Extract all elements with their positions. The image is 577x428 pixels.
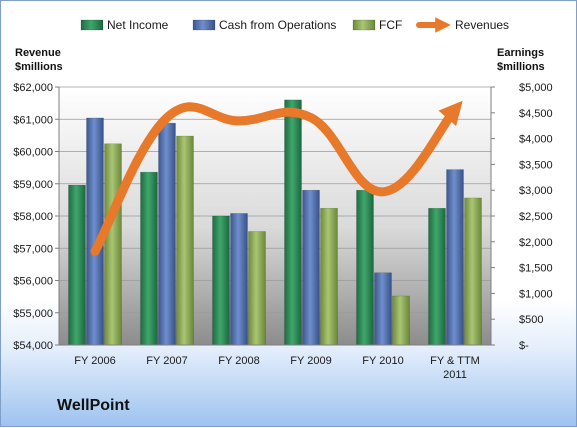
x-tick-label: FY 2008 bbox=[218, 355, 259, 367]
legend-label-cash-from-operations: Cash from Operations bbox=[219, 18, 336, 32]
chart-legend: Net Income Cash from Operations FCF Revenue… bbox=[80, 17, 509, 33]
bar-cash-from-operations-fy-2007 bbox=[158, 122, 176, 346]
right-tick-label: $- bbox=[519, 340, 529, 352]
legend-swatch-fcf bbox=[352, 19, 376, 31]
bar-fcf-fy-2010 bbox=[392, 295, 410, 346]
right-tick-label: $3,000 bbox=[519, 185, 553, 197]
right-axis-title-line-1: Earnings bbox=[497, 47, 544, 59]
bar-cash-from-operations-fy-2008 bbox=[230, 213, 248, 346]
bar-series bbox=[68, 99, 482, 346]
right-tick-label: $2,000 bbox=[519, 237, 553, 249]
legend-label-net-income: Net Income bbox=[107, 18, 169, 32]
bar-net-income-fy-ttm-2011 bbox=[428, 208, 446, 346]
right-tick-label: $1,500 bbox=[519, 263, 553, 275]
bar-fcf-fy-2008 bbox=[248, 231, 266, 346]
right-tick-label: $1,000 bbox=[519, 288, 553, 300]
x-tick-label: FY 2010 bbox=[362, 355, 403, 367]
left-tick-label: $61,000 bbox=[13, 114, 53, 126]
right-tick-label: $4,500 bbox=[519, 108, 553, 120]
legend-label-fcf: FCF bbox=[379, 18, 402, 32]
bar-fcf-fy-ttm-2011 bbox=[464, 197, 482, 346]
x-tick-label: FY & TTM 2011 bbox=[430, 355, 480, 381]
left-tick-label: $58,000 bbox=[13, 211, 53, 223]
legend-label-revenues: Revenues bbox=[455, 18, 509, 32]
legend-swatch-net-income bbox=[80, 19, 104, 31]
right-tick-label: $3,500 bbox=[519, 159, 553, 171]
bar-fcf-fy-2009 bbox=[320, 208, 338, 346]
right-axis-title-line-2: $millions bbox=[497, 61, 545, 73]
bar-cash-from-operations-fy-ttm-2011 bbox=[446, 169, 464, 346]
left-axis-title-line-2: $millions bbox=[15, 61, 63, 73]
left-tick-label: $54,000 bbox=[13, 340, 53, 352]
bar-fcf-fy-2006 bbox=[104, 143, 122, 346]
bar-cash-from-operations-fy-2009 bbox=[302, 189, 320, 346]
left-tick-label: $62,000 bbox=[13, 82, 53, 94]
x-axis-ticks: FY 2006 FY 2007 FY 2008 FY 2009 FY 2010 FY & … bbox=[74, 355, 480, 381]
x-tick-label: FY 2007 bbox=[146, 355, 187, 367]
right-tick-label: $2,500 bbox=[519, 211, 553, 223]
bar-net-income-fy-2006 bbox=[68, 184, 86, 346]
revenue-line bbox=[90, 100, 463, 256]
left-tick-label: $55,000 bbox=[13, 308, 53, 320]
left-tick-label: $59,000 bbox=[13, 179, 53, 191]
left-tick-label: $60,000 bbox=[13, 147, 53, 159]
left-tick-label: $57,000 bbox=[13, 243, 53, 255]
company-name: WellPoint bbox=[57, 397, 130, 414]
legend-swatch-cash-from-operations bbox=[192, 19, 216, 31]
bar-net-income-fy-2010 bbox=[356, 189, 374, 346]
bar-net-income-fy-2007 bbox=[140, 171, 158, 346]
bar-net-income-fy-2008 bbox=[212, 215, 230, 346]
x-tick-label: FY 2006 bbox=[74, 355, 115, 367]
left-axis-title-line-1: Revenue bbox=[15, 47, 61, 59]
line-revenues bbox=[90, 100, 463, 256]
right-axis-ticks: $- $500 $1,000 $1,500 $2,000 $2,500 $3,000 $3,5… bbox=[491, 82, 553, 352]
x-tick-label: FY 2009 bbox=[290, 355, 331, 367]
bar-cash-from-operations-fy-2010 bbox=[374, 272, 392, 346]
bar-fcf-fy-2007 bbox=[176, 135, 194, 346]
right-tick-label: $500 bbox=[519, 314, 543, 326]
left-axis-ticks: $54,000 $55,000 $56,000 $57,000 $58,000 $59,0… bbox=[13, 82, 59, 352]
right-tick-label: $4,000 bbox=[519, 134, 553, 146]
bar-net-income-fy-2009 bbox=[284, 99, 302, 346]
left-tick-label: $56,000 bbox=[13, 276, 53, 288]
right-tick-label: $5,000 bbox=[519, 82, 553, 94]
